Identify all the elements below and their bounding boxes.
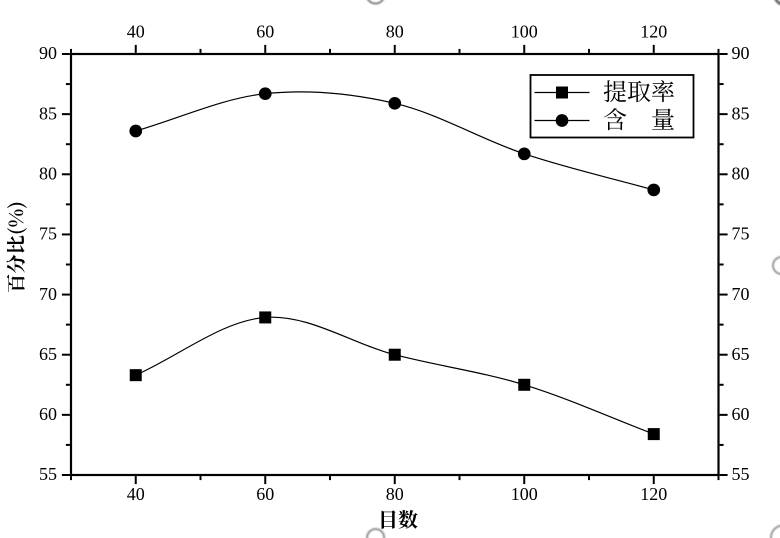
series-1-point-80 bbox=[388, 348, 401, 361]
series-1-point-40 bbox=[129, 369, 142, 382]
y-axis-title bbox=[6, 202, 27, 292]
y-right-tick-label: 85 bbox=[732, 103, 750, 123]
glyph-提 bbox=[603, 80, 627, 103]
series-1-point-100 bbox=[518, 378, 531, 391]
y-left-tick-label: 70 bbox=[39, 284, 57, 304]
series-2-point-100 bbox=[517, 147, 531, 161]
x-bottom-tick-label: 120 bbox=[640, 484, 667, 504]
x-bottom-tick-label: 100 bbox=[511, 484, 538, 504]
legend-square-marker bbox=[556, 86, 568, 99]
series-1-point-120 bbox=[647, 428, 660, 441]
legend-circle-marker bbox=[555, 114, 569, 127]
y-right-tick-label: 90 bbox=[732, 43, 750, 63]
glyph-比 bbox=[6, 235, 25, 253]
glyph-) bbox=[7, 202, 27, 209]
x-top-tick-label: 60 bbox=[256, 22, 274, 42]
legend-label-2 bbox=[603, 108, 674, 131]
glyph-含 bbox=[603, 108, 627, 131]
y-left-tick-label: 60 bbox=[39, 404, 57, 424]
y-left-tick-label: 90 bbox=[39, 43, 57, 63]
glyph-数 bbox=[398, 510, 418, 529]
y-right-tick-label: 65 bbox=[732, 344, 750, 364]
x-axis-title bbox=[381, 510, 418, 529]
x-bottom-tick-label: 60 bbox=[256, 484, 274, 504]
glyph-目 bbox=[381, 510, 396, 529]
glyph-百 bbox=[6, 274, 25, 292]
x-top-tick-label: 120 bbox=[640, 22, 667, 42]
y-right-tick-label: 75 bbox=[732, 224, 750, 244]
y-right-tick-label: 80 bbox=[732, 163, 750, 183]
glyph-率 bbox=[652, 79, 674, 103]
glyph-( bbox=[7, 228, 27, 234]
y-right-tick-label: 70 bbox=[732, 284, 750, 304]
series-2-point-40 bbox=[129, 124, 143, 138]
x-top-tick-label: 40 bbox=[127, 22, 145, 42]
x-top-tick-label: 100 bbox=[511, 22, 538, 42]
series-2-point-120 bbox=[647, 183, 661, 197]
glyph-分 bbox=[6, 254, 25, 274]
y-right-tick-label: 60 bbox=[732, 404, 750, 424]
x-bottom-tick-label: 40 bbox=[127, 484, 145, 504]
y-left-tick-label: 65 bbox=[39, 344, 57, 364]
y-right-tick-label: 55 bbox=[732, 464, 750, 484]
x-bottom-tick-label: 80 bbox=[386, 484, 404, 504]
legend-label-1 bbox=[603, 79, 674, 103]
scan-artifact-circle-3 bbox=[772, 256, 780, 275]
x-top-tick-label: 80 bbox=[386, 22, 404, 42]
series-2-point-60 bbox=[258, 87, 272, 101]
y-left-tick-label: 75 bbox=[39, 224, 57, 244]
plot-frame bbox=[69, 52, 720, 477]
glyph-取 bbox=[627, 80, 651, 103]
series-1-point-60 bbox=[259, 311, 272, 324]
series-2-point-80 bbox=[388, 96, 402, 110]
y-left-tick-label: 85 bbox=[39, 103, 57, 123]
glyph-% bbox=[8, 209, 24, 227]
y-left-tick-label: 80 bbox=[39, 163, 57, 183]
scan-artifact-circle-1 bbox=[367, 0, 384, 5]
glyph-量 bbox=[652, 108, 674, 130]
y-left-tick-label: 55 bbox=[39, 464, 57, 484]
